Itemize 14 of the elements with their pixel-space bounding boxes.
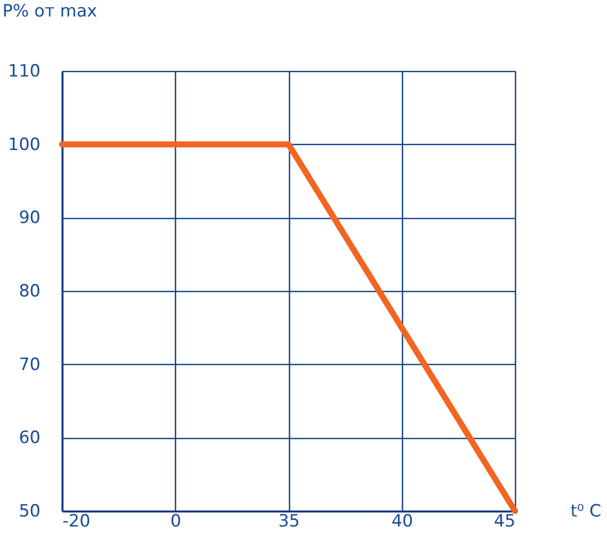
- y-tick-label: 60: [18, 428, 40, 448]
- y-tick-label: 80: [18, 282, 40, 302]
- y-tick-label: 100: [8, 134, 40, 155]
- y-tick-label: 110: [8, 62, 40, 82]
- x-axis-title: t⁰ C: [570, 502, 602, 522]
- x-tick-label: -20: [62, 512, 90, 532]
- y-tick-label: 90: [18, 208, 40, 228]
- y-tick-label: 70: [18, 354, 40, 375]
- x-tick-label: 35: [278, 512, 300, 532]
- x-tick-label: 0: [170, 512, 182, 532]
- x-tick-label: 45: [494, 512, 516, 532]
- y-tick-label: 50: [18, 502, 40, 522]
- y-axis-title: P% от max: [2, 2, 98, 22]
- x-tick-label: 40: [391, 512, 414, 532]
